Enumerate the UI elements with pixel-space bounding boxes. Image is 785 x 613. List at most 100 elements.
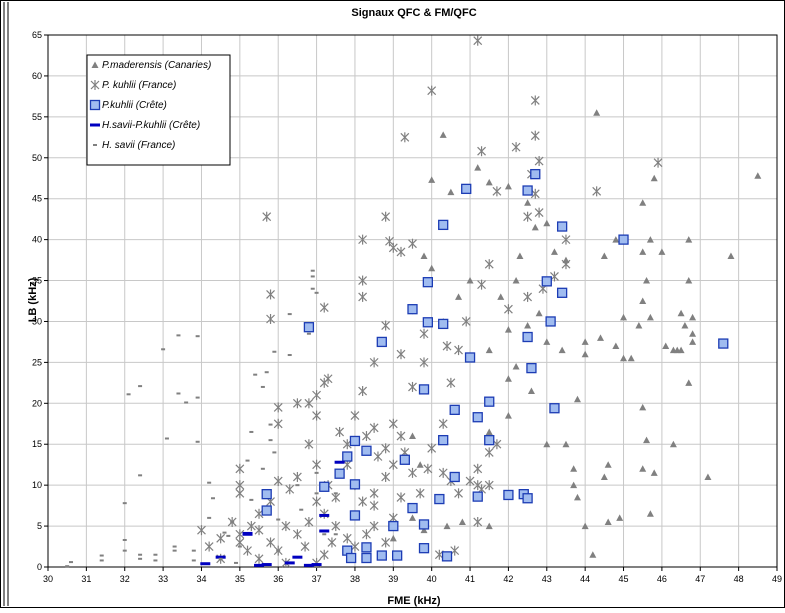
data-point xyxy=(176,334,181,337)
data-point xyxy=(369,488,379,499)
data-point xyxy=(230,520,235,523)
data-point xyxy=(216,533,226,544)
data-point xyxy=(334,468,345,479)
data-point xyxy=(138,474,143,477)
data-point xyxy=(195,396,200,399)
y-tick-label: 60 xyxy=(32,71,42,81)
data-point xyxy=(658,248,666,255)
data-point xyxy=(549,403,560,414)
data-point xyxy=(438,434,449,446)
data-point xyxy=(361,542,372,553)
legend-label: P.kuhlii (Crête) xyxy=(102,100,167,111)
data-point xyxy=(422,317,433,328)
legend-marker xyxy=(93,144,97,146)
data-point xyxy=(474,164,482,171)
x-tick-label: 47 xyxy=(695,574,705,584)
data-point xyxy=(396,246,406,257)
data-point xyxy=(526,362,537,374)
data-point xyxy=(376,336,387,348)
data-point xyxy=(249,498,254,501)
data-point xyxy=(530,130,540,141)
legend: P.maderensis (Canaries) P. kuhlii (France… xyxy=(86,54,231,166)
data-point xyxy=(358,275,368,286)
data-point xyxy=(524,322,532,329)
data-point xyxy=(400,132,410,143)
data-point xyxy=(473,463,483,474)
y-tick-label: 5 xyxy=(37,521,42,531)
data-point xyxy=(342,451,353,462)
data-point xyxy=(381,471,391,482)
data-point xyxy=(69,561,74,564)
data-point xyxy=(358,496,368,507)
data-point xyxy=(556,221,568,232)
data-point xyxy=(389,534,397,542)
data-point xyxy=(358,234,368,245)
x-tick-label: 30 xyxy=(43,574,53,584)
y-tick-label: 40 xyxy=(32,235,42,245)
data-point xyxy=(303,322,315,333)
legend-label: H. savii (France) xyxy=(102,140,175,151)
data-point xyxy=(650,469,658,476)
data-point xyxy=(492,186,502,197)
data-point xyxy=(581,522,589,530)
data-point xyxy=(172,545,177,548)
data-point xyxy=(442,341,452,352)
data-point xyxy=(570,465,578,472)
data-point xyxy=(524,199,532,206)
data-point xyxy=(99,559,104,562)
data-point xyxy=(718,338,729,349)
data-point xyxy=(461,316,471,327)
data-point xyxy=(497,293,505,300)
data-point xyxy=(345,552,357,564)
data-point xyxy=(399,454,410,465)
data-point xyxy=(503,489,514,501)
data-point xyxy=(620,354,628,362)
y-tick-label: 15 xyxy=(32,439,42,449)
data-point xyxy=(439,131,447,138)
data-point xyxy=(418,384,430,395)
data-point xyxy=(449,471,460,483)
data-point xyxy=(122,502,127,505)
data-point xyxy=(477,279,486,290)
data-point xyxy=(249,430,254,433)
data-point xyxy=(543,338,551,345)
data-point xyxy=(335,426,345,437)
data-point xyxy=(597,334,605,341)
data-point xyxy=(504,326,512,333)
series-0 xyxy=(389,109,762,558)
data-point xyxy=(653,157,663,168)
data-point xyxy=(207,481,212,484)
data-point xyxy=(458,518,466,525)
data-point xyxy=(333,492,338,495)
data-point xyxy=(322,533,327,536)
y-tick-label: 25 xyxy=(32,357,42,367)
data-point xyxy=(427,443,437,454)
data-point xyxy=(207,516,212,519)
data-point xyxy=(504,412,512,419)
data-point xyxy=(306,332,311,335)
data-point xyxy=(639,465,647,472)
data-point xyxy=(416,461,424,468)
data-point xyxy=(310,287,315,290)
data-point xyxy=(523,291,533,302)
data-point xyxy=(284,561,295,565)
data-point xyxy=(122,549,127,552)
legend-marker xyxy=(91,61,99,68)
data-point xyxy=(381,537,391,548)
data-point xyxy=(485,178,493,186)
data-point xyxy=(438,318,449,330)
y-tick-label: 30 xyxy=(32,316,42,326)
data-point xyxy=(727,252,735,259)
data-point xyxy=(369,357,379,368)
data-point xyxy=(350,410,360,421)
data-point xyxy=(218,557,223,560)
data-point xyxy=(545,316,556,327)
data-point xyxy=(550,248,558,255)
data-point xyxy=(285,484,295,495)
data-point xyxy=(319,549,329,560)
data-point xyxy=(523,211,533,222)
data-point xyxy=(273,402,283,413)
data-point xyxy=(304,398,314,409)
data-point xyxy=(362,431,371,442)
data-points xyxy=(65,35,762,568)
